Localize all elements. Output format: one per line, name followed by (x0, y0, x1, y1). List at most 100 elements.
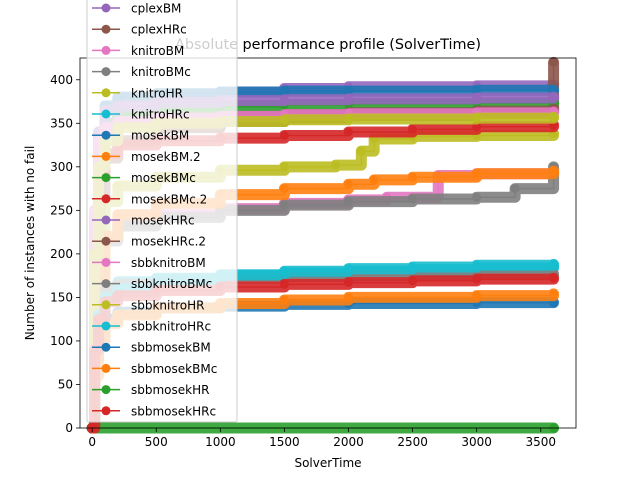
legend-item: sbbmosekHRc (92, 404, 216, 418)
legend-item: sbbknitroBMc (92, 277, 212, 291)
legend-item: sbbknitroHRc (92, 320, 211, 334)
data-point (369, 175, 379, 185)
data-point (472, 260, 482, 270)
legend-label: mosekBM (131, 129, 189, 143)
legend-swatch-marker (101, 215, 111, 225)
legend-item: sbbmosekBM (92, 341, 211, 355)
data-point (549, 273, 559, 283)
y-tick-label: 0 (65, 421, 73, 435)
data-point (408, 172, 418, 182)
data-point (549, 166, 559, 176)
y-tick-label: 250 (50, 203, 73, 217)
data-point (472, 85, 482, 95)
data-point (344, 264, 354, 274)
x-axis: 0 500 1000 1500 2000 2500 3000 3500 (88, 428, 556, 449)
legend-label: mosekBM.2 (131, 150, 201, 164)
legend-label: sbbknitroBMc (131, 277, 212, 291)
data-point (279, 115, 289, 125)
legend-label: mosekBMc.2 (131, 192, 207, 206)
legend-item: mosekBM (92, 129, 189, 143)
y-tick-label: 300 (50, 160, 73, 174)
data-point (510, 184, 520, 194)
x-axis-label: SolverTime (294, 456, 361, 470)
data-point (472, 274, 482, 284)
legend-label: sbbknitroHRc (131, 320, 211, 334)
legend-label: knitroBM (131, 44, 184, 58)
y-tick-label: 200 (50, 247, 73, 261)
y-tick-label: 100 (50, 334, 73, 348)
data-point (549, 57, 559, 67)
legend-label: knitroHRc (131, 108, 190, 122)
legend-box (86, 0, 238, 423)
legend-swatch-marker (101, 363, 111, 373)
x-tick-label: 0 (88, 435, 96, 449)
legend-swatch-marker (101, 257, 111, 267)
data-point (279, 162, 289, 172)
legend-swatch-marker (101, 45, 111, 55)
data-point (472, 192, 482, 202)
data-point (344, 278, 354, 288)
legend-items: cplexBM cplexHRc knitroBM knitroBMc knitroHR… (92, 2, 217, 418)
y-tick-label: 150 (50, 290, 73, 304)
data-point (344, 292, 354, 302)
x-tick-label: 1000 (205, 435, 236, 449)
data-point (549, 289, 559, 299)
legend-label: sbbmosekBMc (131, 362, 217, 376)
data-point (279, 184, 289, 194)
legend-item: mosekBMc (92, 171, 196, 185)
legend-item: sbbknitroBM (92, 256, 206, 270)
data-point (472, 169, 482, 179)
x-tick-label: 3500 (525, 435, 556, 449)
data-point (279, 279, 289, 289)
y-axis: 0 50 100 150 200 250 300 350 400 (50, 73, 80, 435)
data-point (344, 86, 354, 96)
legend-swatch-marker (101, 173, 111, 183)
data-point (549, 92, 559, 102)
legend-item: sbbknitroHR (92, 298, 204, 312)
legend-label: cplexBM (131, 2, 181, 16)
legend-swatch-marker (101, 342, 111, 352)
plot-frame (79, 57, 577, 429)
data-point (331, 160, 341, 170)
data-point (344, 114, 354, 124)
legend-item: knitroBMc (92, 65, 191, 79)
y-tick-label: 350 (50, 116, 73, 130)
data-point (356, 146, 366, 156)
legend-item: knitroHRc (92, 108, 190, 122)
legend-swatch-marker (101, 3, 111, 13)
legend-label: mosekHRc.2 (131, 235, 206, 249)
data-point (472, 93, 482, 103)
legend-label: knitroHR (131, 86, 183, 100)
x-tick-label: 500 (145, 435, 168, 449)
legend-label: sbbmosekHRc (131, 404, 216, 418)
legend-swatch-marker (101, 67, 111, 77)
data-point (279, 266, 289, 276)
legend-label: cplexHRc (131, 23, 187, 37)
legend-item: mosekHRc.2 (92, 235, 206, 249)
legend-item: knitroBM (92, 44, 184, 58)
legend-label: sbbknitroHR (131, 298, 204, 312)
legend-swatch-marker (101, 406, 111, 416)
data-point (344, 197, 354, 207)
legend-swatch-marker (101, 321, 111, 331)
data-point (549, 259, 559, 269)
data-point (408, 194, 418, 204)
data-point (279, 95, 289, 105)
legend-label: sbbmosekBM (131, 341, 211, 355)
data-point (279, 200, 289, 210)
legend-item: mosekHRc (92, 214, 195, 228)
legend-item: sbbmosekHR (92, 383, 209, 397)
legend-item: sbbmosekBMc (92, 362, 217, 376)
data-point (279, 130, 289, 140)
data-point (344, 179, 354, 189)
data-point (344, 127, 354, 137)
legend-swatch-marker (101, 151, 111, 161)
legend-item: mosekBMc.2 (92, 192, 207, 206)
x-tick-label: 2000 (333, 435, 364, 449)
data-point (408, 124, 418, 134)
legend-item: mosekBM.2 (92, 150, 201, 164)
legend-label: sbbknitroBM (131, 256, 206, 270)
data-point (472, 113, 482, 123)
legend-swatch-marker (101, 300, 111, 310)
legend-swatch-marker (101, 88, 111, 98)
